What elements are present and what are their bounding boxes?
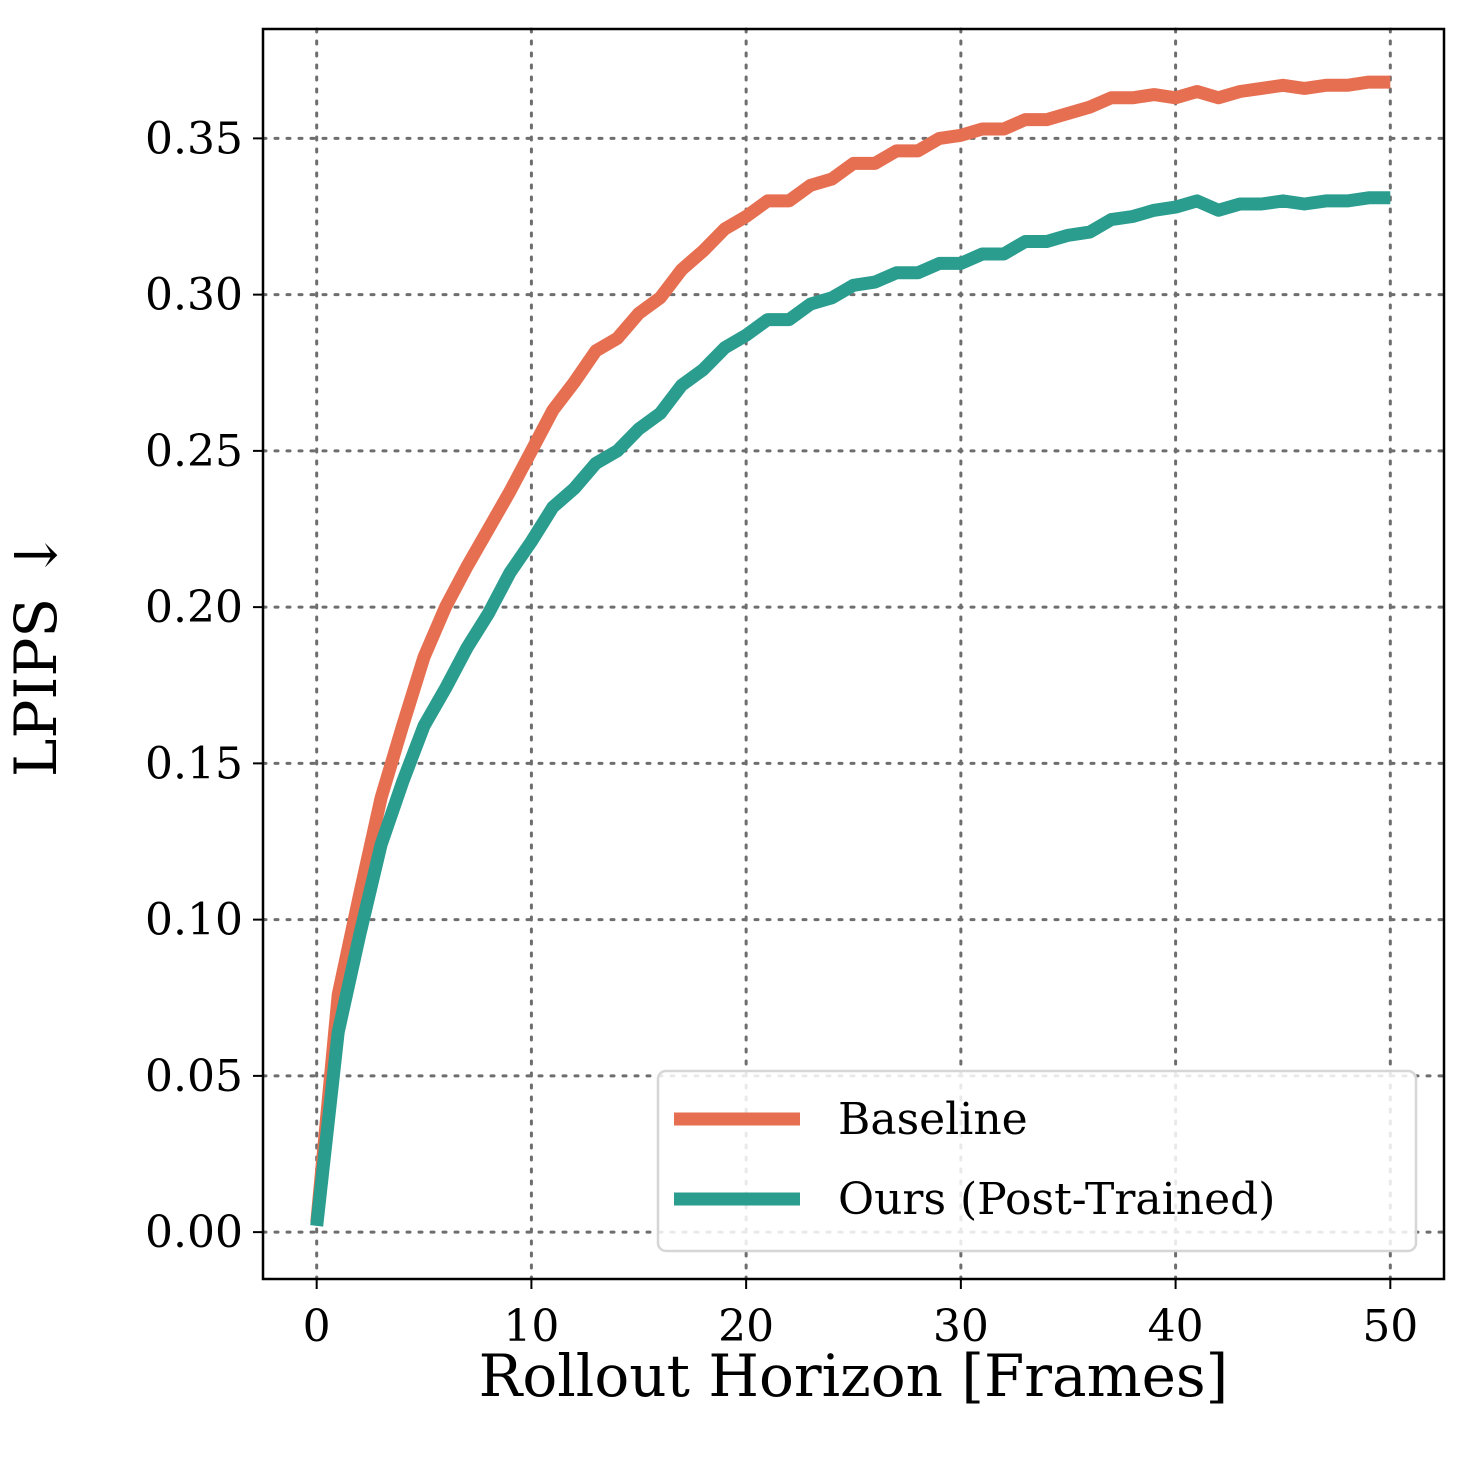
legend: Baseline Ours (Post-Trained) bbox=[656, 1069, 1418, 1253]
y-tick-label: 0.00 bbox=[145, 1207, 243, 1258]
x-tick-label: 30 bbox=[933, 1301, 989, 1352]
x-tick-label: 10 bbox=[503, 1301, 559, 1352]
y-axis-title: LPIPS ↓ bbox=[2, 531, 70, 777]
x-tick-label: 50 bbox=[1362, 1301, 1418, 1352]
y-tick-label: 0.20 bbox=[145, 582, 243, 633]
y-tick-label: 0.15 bbox=[145, 738, 243, 789]
series-line-baseline bbox=[310, 75, 1391, 1224]
y-tick-label: 0.05 bbox=[145, 1051, 243, 1102]
y-tick-label: 0.25 bbox=[145, 426, 243, 477]
y-tick-label: 0.35 bbox=[145, 113, 243, 164]
x-tick-label: 0 bbox=[303, 1301, 331, 1352]
legend-label-baseline: Baseline bbox=[838, 1094, 1028, 1145]
axis-ticks: 0 10 20 30 40 50 0.00 0.05 0.10 0.15 0.20 0.25 0.30 0… bbox=[145, 113, 1418, 1352]
legend-label-ours: Ours (Post-Trained) bbox=[838, 1174, 1275, 1225]
series-lines bbox=[310, 75, 1391, 1227]
series-line-ours bbox=[310, 191, 1391, 1227]
y-tick-label: 0.30 bbox=[145, 270, 243, 321]
x-tick-label: 20 bbox=[718, 1301, 774, 1352]
x-tick-label: 40 bbox=[1148, 1301, 1204, 1352]
y-tick-label: 0.10 bbox=[145, 895, 243, 946]
plot-area-frame bbox=[261, 27, 1446, 1281]
grid bbox=[261, 27, 1446, 1281]
x-axis-title: Rollout Horizon [Frames] bbox=[479, 1342, 1229, 1410]
legend-frame bbox=[656, 1069, 1418, 1253]
